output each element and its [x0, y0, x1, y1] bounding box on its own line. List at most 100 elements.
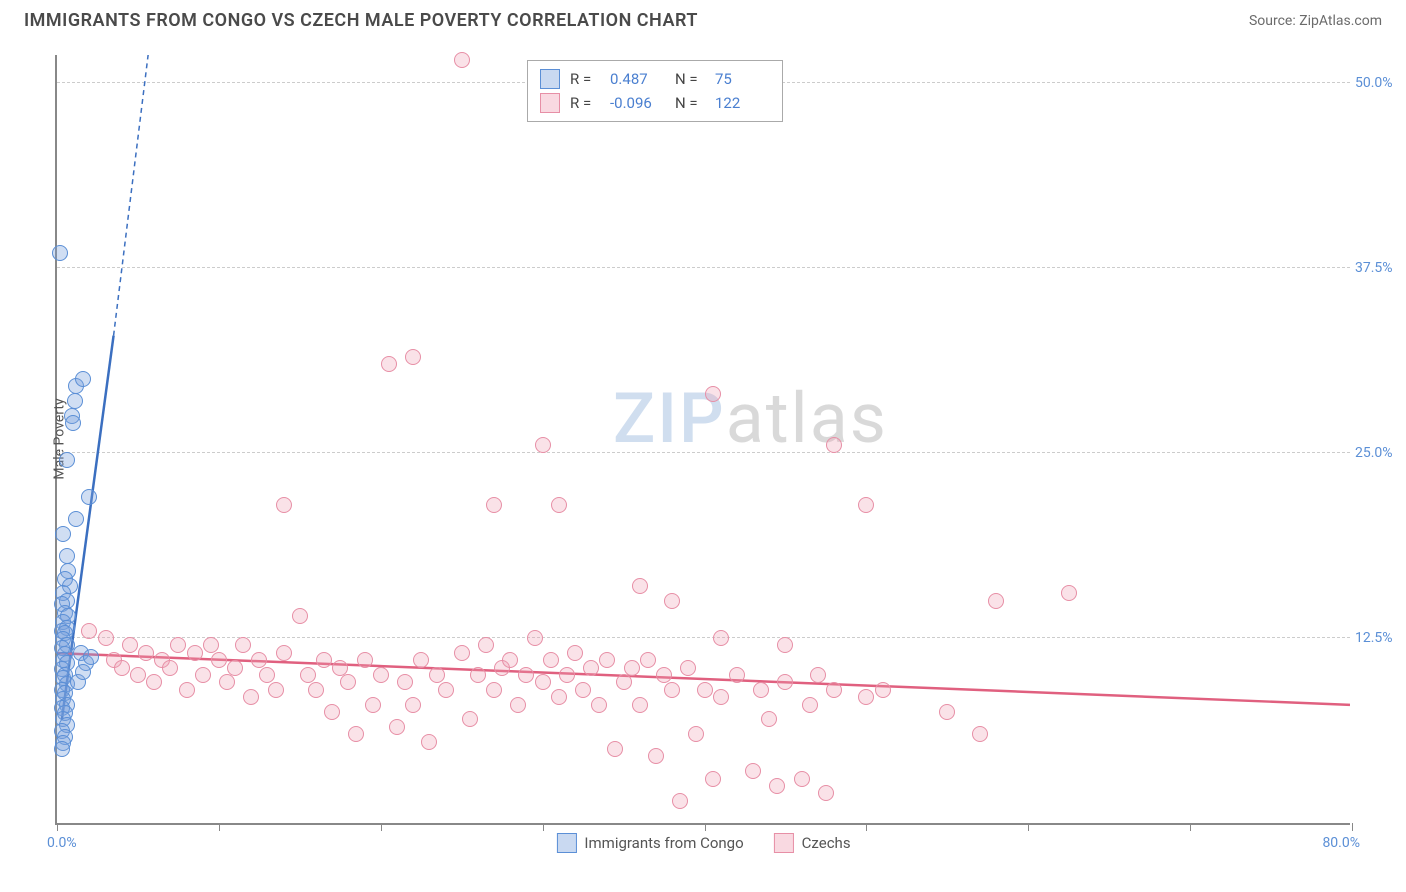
data-point-czechs: [268, 682, 284, 698]
data-point-czechs: [875, 682, 891, 698]
data-point-czechs: [162, 660, 178, 676]
gridline: 37.5%: [57, 267, 1350, 268]
data-point-czechs: [567, 645, 583, 661]
data-point-czechs: [300, 667, 316, 683]
data-point-czechs: [405, 349, 421, 365]
data-point-congo: [81, 489, 97, 505]
data-point-czechs: [858, 689, 874, 705]
series-legend: Immigrants from Congo Czechs: [556, 833, 850, 853]
data-point-czechs: [219, 674, 235, 690]
data-point-czechs: [729, 667, 745, 683]
swatch-congo: [540, 69, 560, 89]
data-point-czechs: [591, 697, 607, 713]
n-label: N =: [675, 70, 705, 88]
data-point-czechs: [518, 667, 534, 683]
r-label: R =: [570, 70, 600, 88]
data-point-czechs: [454, 645, 470, 661]
data-point-czechs: [365, 697, 381, 713]
data-point-czechs: [535, 674, 551, 690]
data-point-czechs: [486, 682, 502, 698]
data-point-czechs: [551, 497, 567, 513]
x-axis-max-label: 80.0%: [1322, 835, 1360, 851]
r-value-congo: 0.487: [610, 70, 665, 88]
data-point-czechs: [551, 689, 567, 705]
x-tick: [543, 823, 544, 831]
data-point-czechs: [454, 52, 470, 68]
gridline: 12.5%: [57, 637, 1350, 638]
y-tick-label: 25.0%: [1355, 445, 1405, 461]
data-point-czechs: [664, 682, 680, 698]
data-point-czechs: [421, 734, 437, 750]
legend-item-congo: Immigrants from Congo: [556, 833, 743, 853]
data-point-czechs: [413, 652, 429, 668]
data-point-czechs: [988, 593, 1004, 609]
data-point-czechs: [705, 386, 721, 402]
data-point-czechs: [616, 674, 632, 690]
data-point-czechs: [259, 667, 275, 683]
data-point-czechs: [672, 793, 688, 809]
data-point-congo: [83, 649, 99, 665]
data-point-czechs: [429, 667, 445, 683]
legend-label-congo: Immigrants from Congo: [584, 834, 743, 852]
data-point-congo: [55, 526, 71, 542]
data-point-czechs: [559, 667, 575, 683]
data-point-congo: [52, 245, 68, 261]
gridline: 25.0%: [57, 452, 1350, 453]
data-point-czechs: [138, 645, 154, 661]
x-tick: [381, 823, 382, 831]
x-tick: [1352, 823, 1353, 831]
data-point-czechs: [575, 682, 591, 698]
data-point-czechs: [332, 660, 348, 676]
x-tick: [57, 823, 58, 831]
data-point-czechs: [607, 741, 623, 757]
data-point-czechs: [632, 578, 648, 594]
data-point-czechs: [276, 645, 292, 661]
data-point-czechs: [211, 652, 227, 668]
data-point-congo: [65, 415, 81, 431]
data-point-congo: [59, 548, 75, 564]
data-point-czechs: [632, 697, 648, 713]
data-point-czechs: [599, 652, 615, 668]
x-tick: [219, 823, 220, 831]
data-point-czechs: [713, 630, 729, 646]
chart-title: IMMIGRANTS FROM CONGO VS CZECH MALE POVE…: [24, 10, 698, 31]
data-point-czechs: [470, 667, 486, 683]
data-point-czechs: [276, 497, 292, 513]
y-tick-label: 12.5%: [1355, 630, 1405, 646]
data-point-czechs: [753, 682, 769, 698]
data-point-czechs: [794, 771, 810, 787]
data-point-czechs: [308, 682, 324, 698]
x-tick: [1028, 823, 1029, 831]
swatch-congo: [556, 833, 576, 853]
data-point-czechs: [769, 778, 785, 794]
data-point-czechs: [114, 660, 130, 676]
data-point-czechs: [98, 630, 114, 646]
watermark: ZIPatlas: [613, 378, 888, 460]
data-point-czechs: [195, 667, 211, 683]
data-point-czechs: [640, 652, 656, 668]
data-point-czechs: [179, 682, 195, 698]
data-point-czechs: [348, 726, 364, 742]
data-point-czechs: [777, 674, 793, 690]
data-point-czechs: [826, 682, 842, 698]
data-point-czechs: [510, 697, 526, 713]
data-point-czechs: [389, 719, 405, 735]
data-point-czechs: [583, 660, 599, 676]
data-point-czechs: [486, 497, 502, 513]
data-point-czechs: [1061, 585, 1077, 601]
data-point-czechs: [373, 667, 389, 683]
data-point-czechs: [203, 637, 219, 653]
data-point-czechs: [705, 771, 721, 787]
data-point-czechs: [130, 667, 146, 683]
data-point-czechs: [697, 682, 713, 698]
n-value-czechs: 122: [715, 94, 770, 112]
data-point-czechs: [543, 652, 559, 668]
data-point-czechs: [777, 637, 793, 653]
data-point-czechs: [340, 674, 356, 690]
data-point-congo: [59, 452, 75, 468]
data-point-czechs: [624, 660, 640, 676]
data-point-czechs: [235, 637, 251, 653]
data-point-czechs: [324, 704, 340, 720]
stats-row-congo: R = 0.487 N = 75: [540, 67, 770, 91]
data-point-czechs: [972, 726, 988, 742]
